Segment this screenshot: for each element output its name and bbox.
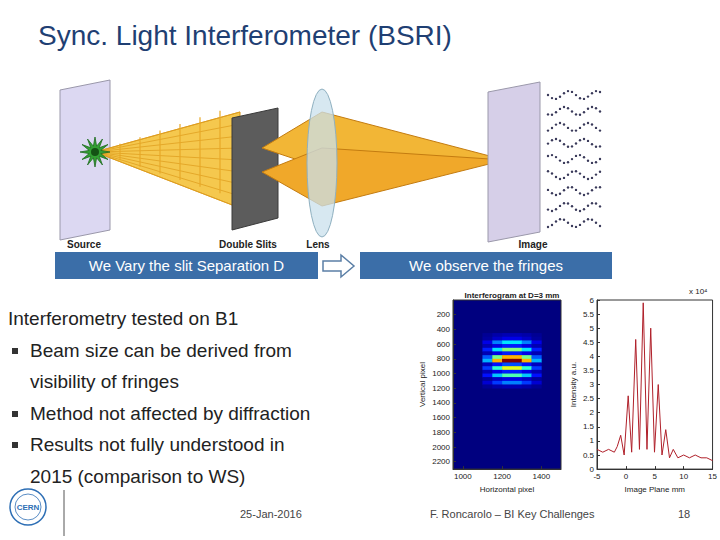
svg-text:5: 5 (653, 472, 658, 481)
html-text:25-Jan-2016: 25-Jan-2016 (240, 508, 302, 520)
svg-text:15: 15 (708, 472, 717, 481)
svg-text:Image: Image (519, 239, 548, 250)
svg-text:2200: 2200 (432, 457, 450, 466)
html-text:Method not affected by diffrac: Method not affected by diffraction (30, 402, 311, 424)
svg-text:1: 1 (590, 436, 595, 445)
html-text:visibility of fringes: visibility of fringes (30, 371, 179, 392)
svg-text:1800: 1800 (432, 428, 450, 437)
svg-text:4: 4 (590, 352, 595, 361)
html-text:We Vary the slit Separation D: We Vary the slit Separation D (88, 257, 285, 274)
svg-text:1400: 1400 (532, 472, 550, 481)
svg-text:2.5: 2.5 (583, 394, 595, 403)
svg-text:-5: -5 (593, 472, 601, 481)
svg-text:1000: 1000 (454, 472, 472, 481)
svg-text:0: 0 (589, 464, 594, 474)
svg-text:600: 600 (437, 340, 451, 349)
html-text:18: 18 (678, 508, 691, 520)
svg-text:Double Slits: Double Slits (219, 239, 277, 250)
svg-text:1200: 1200 (432, 384, 450, 393)
svg-text:Image Plane mm: Image Plane mm (625, 485, 686, 494)
svg-text:400: 400 (437, 325, 451, 334)
svg-text:4.5: 4.5 (583, 338, 595, 347)
svg-text:Lens: Lens (306, 239, 330, 250)
html-text:We observe the fringes: We observe the fringes (409, 257, 563, 274)
svg-text:5: 5 (590, 324, 595, 333)
svg-text:Intensity a.u.: Intensity a.u. (569, 362, 578, 407)
svg-text:2000: 2000 (432, 443, 450, 452)
svg-text:x 10⁴: x 10⁴ (689, 287, 708, 296)
svg-text:3.5: 3.5 (583, 366, 595, 375)
svg-text:800: 800 (437, 354, 451, 363)
svg-text:1400: 1400 (432, 398, 450, 407)
svg-text:CERN: CERN (17, 503, 40, 512)
svg-text:3: 3 (590, 380, 595, 389)
svg-text:Vertical pixel: Vertical pixel (418, 362, 427, 407)
svg-text:1000: 1000 (432, 369, 450, 378)
svg-text:1600: 1600 (432, 413, 450, 422)
html-text:Beam size can be derived from: Beam size can be derived from (30, 339, 292, 361)
svg-text:Source: Source (67, 239, 101, 250)
svg-text:5.5: 5.5 (583, 310, 595, 319)
html-text:2015 (comparison to WS): 2015 (comparison to WS) (30, 465, 246, 487)
svg-text:0: 0 (624, 472, 629, 481)
svg-text:Interferogram at D=3 mm: Interferogram at D=3 mm (465, 291, 560, 300)
html-text:Interferometry tested on B1: Interferometry tested on B1 (8, 308, 239, 329)
svg-text:6: 6 (590, 296, 595, 305)
html-text:Sync. Light Interferometer (BS: Sync. Light Interferometer (BSRI) (38, 20, 452, 51)
svg-text:10: 10 (679, 472, 688, 481)
svg-text:1.5: 1.5 (583, 422, 595, 431)
html-text:Results not fully understood i: Results not fully understood in (30, 434, 285, 455)
html-text:F. Roncarolo – BI Key Challeng: F. Roncarolo – BI Key Challenges (430, 508, 595, 520)
svg-text:2: 2 (590, 408, 595, 417)
svg-text:200: 200 (437, 310, 451, 319)
svg-text:0.5: 0.5 (583, 451, 595, 460)
svg-text:1200: 1200 (493, 472, 511, 481)
svg-text:Horizontal pixel: Horizontal pixel (480, 485, 535, 494)
